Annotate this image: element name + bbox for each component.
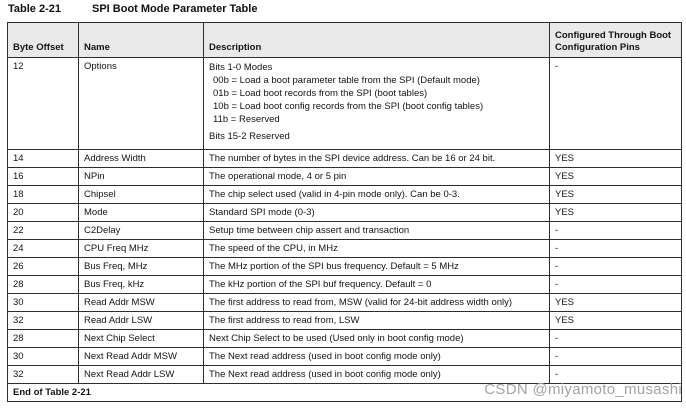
byte-offset-cell: 32 — [7, 311, 79, 330]
column-header-description: Description — [203, 22, 550, 58]
configured-cell: - — [549, 347, 682, 366]
byte-offset-cell: 30 — [7, 347, 79, 366]
configured-cell: - — [549, 239, 682, 258]
column-header-name: Name — [78, 22, 204, 58]
byte-offset-cell: 30 — [7, 293, 79, 312]
byte-offset-cell: 24 — [7, 239, 79, 258]
byte-offset-cell: 32 — [7, 365, 79, 384]
name-cell: NPin — [78, 167, 204, 186]
description-line: Bits 1-0 Modes — [209, 62, 273, 73]
description-cell: The operational mode, 4 or 5 pin — [203, 167, 550, 186]
end-of-table-row: End of Table 2-21 — [7, 383, 682, 402]
table-body: 12 Options Bits 1-0 Modes 00b = Load a boot… — [7, 57, 682, 384]
name-cell: Bus Freq, kHz — [78, 275, 204, 294]
description-line: 11b = Reserved — [213, 114, 280, 125]
table-title-text: SPI Boot Mode Parameter Table — [92, 3, 258, 15]
description-cell: The first address to read from, MSW (val… — [203, 293, 550, 312]
name-cell: Read Addr MSW — [78, 293, 204, 312]
description-cell: The kHz portion of the SPI buf frequency… — [203, 275, 550, 294]
name-cell: C2Delay — [78, 221, 204, 240]
name-cell: Read Addr LSW — [78, 311, 204, 330]
configured-cell: - — [549, 275, 682, 294]
configured-cell: - — [549, 257, 682, 276]
column-header-byte-offset: Byte Offset — [7, 22, 79, 58]
table-title: Table 2-21 SPI Boot Mode Parameter Table — [8, 3, 257, 15]
name-cell: Mode — [78, 203, 204, 222]
table-row: 26 Bus Freq, MHz The MHz portion of the SP… — [7, 257, 682, 276]
byte-offset-cell: 28 — [7, 329, 79, 348]
table-row: 24 CPU Freq MHz The speed of the CPU, in M… — [7, 239, 682, 258]
name-cell: CPU Freq MHz — [78, 239, 204, 258]
description-cell: The speed of the CPU, in MHz — [203, 239, 550, 258]
byte-offset-cell: 18 — [7, 185, 79, 204]
byte-offset-cell: 22 — [7, 221, 79, 240]
description-cell: Bits 1-0 Modes 00b = Load a boot paramete… — [203, 57, 550, 150]
column-header-configured-through-boot-pins: Configured Through Boot Configuration Pi… — [549, 22, 682, 58]
table-row: 20 Mode Standard SPI mode (0-3) YES — [7, 203, 682, 222]
table-number: Table 2-21 — [8, 3, 61, 15]
end-of-table-label: End of Table 2-21 — [7, 383, 682, 402]
description-cell: The first address to read from, LSW — [203, 311, 550, 330]
table-row: 30 Next Read Addr MSW The Next read addres… — [7, 347, 682, 366]
table-row: 22 C2Delay Setup time between chip assert … — [7, 221, 682, 240]
configured-cell: YES — [549, 167, 682, 186]
description-cell: The MHz portion of the SPI bus frequency… — [203, 257, 550, 276]
description-cell: The number of bytes in the SPI device ad… — [203, 149, 550, 168]
byte-offset-cell: 12 — [7, 57, 79, 150]
byte-offset-cell: 26 — [7, 257, 79, 276]
description-line: 10b = Load boot config records from the … — [213, 101, 484, 112]
configured-cell: YES — [549, 311, 682, 330]
table-row: 32 Read Addr LSW The first address to read… — [7, 311, 682, 330]
description-cell: Standard SPI mode (0-3) — [203, 203, 550, 222]
header-row: Byte Offset Name Description Configured … — [7, 22, 682, 58]
name-cell: Address Width — [78, 149, 204, 168]
description-cell: Next Chip Select to be used (Used only i… — [203, 329, 550, 348]
table-row: 16 NPin The operational mode, 4 or 5 pin YE… — [7, 167, 682, 186]
byte-offset-cell: 28 — [7, 275, 79, 294]
configured-cell: - — [549, 221, 682, 240]
name-cell: Next Read Addr MSW — [78, 347, 204, 366]
name-cell: Chipsel — [78, 185, 204, 204]
description-line: Bits 15-2 Reserved — [209, 131, 290, 142]
table-row: 28 Next Chip Select Next Chip Select to be… — [7, 329, 682, 348]
description-line: 00b = Load a boot parameter table from t… — [213, 75, 480, 86]
table-row: 12 Options Bits 1-0 Modes 00b = Load a boot… — [7, 57, 682, 150]
table-row: 18 Chipsel The chip select used (valid in … — [7, 185, 682, 204]
name-cell: Next Read Addr LSW — [78, 365, 204, 384]
description-cell: The chip select used (valid in 4-pin mod… — [203, 185, 550, 204]
name-cell: Bus Freq, MHz — [78, 257, 204, 276]
description-cell: The Next read address (used in boot conf… — [203, 347, 550, 366]
configured-cell: YES — [549, 149, 682, 168]
configured-cell: - — [549, 57, 682, 150]
table-row: 30 Read Addr MSW The first address to read… — [7, 293, 682, 312]
configured-cell: - — [549, 329, 682, 348]
byte-offset-cell: 14 — [7, 149, 79, 168]
configured-cell: YES — [549, 293, 682, 312]
description-line: 01b = Load boot records from the SPI (bo… — [213, 88, 428, 99]
byte-offset-cell: 16 — [7, 167, 79, 186]
csdn-watermark-text: CSDN @miyamoto_musashi — [484, 381, 682, 398]
name-cell: Next Chip Select — [78, 329, 204, 348]
name-cell: Options — [78, 57, 204, 150]
table-row: 28 Bus Freq, kHz The kHz portion of the SP… — [7, 275, 682, 294]
spi-boot-mode-parameter-table: Byte Offset Name Description Configured … — [7, 22, 682, 402]
table-row: 14 Address Width The number of bytes in th… — [7, 149, 682, 168]
configured-cell: YES — [549, 203, 682, 222]
byte-offset-cell: 20 — [7, 203, 79, 222]
configured-cell: YES — [549, 185, 682, 204]
description-cell: Setup time between chip assert and trans… — [203, 221, 550, 240]
